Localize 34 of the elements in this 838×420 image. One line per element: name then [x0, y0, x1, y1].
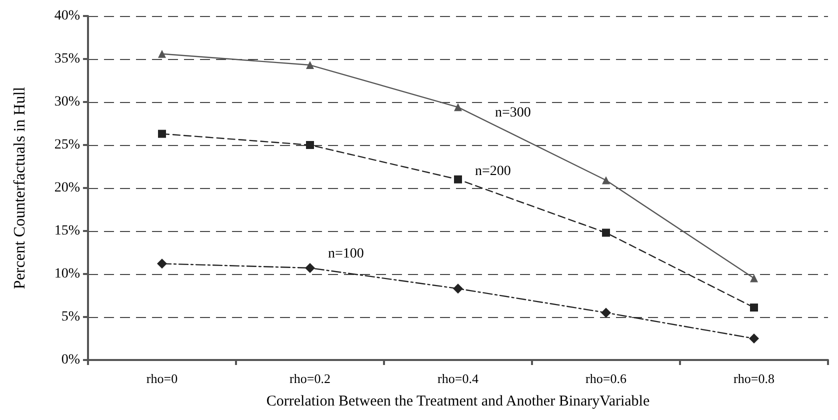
point: [602, 176, 610, 184]
y-tick-label: 15%: [54, 224, 80, 238]
y-axis-title: Percent Counterfactuals in Hull: [12, 86, 28, 290]
point: [453, 284, 463, 294]
y-tick-label: 0%: [61, 352, 80, 368]
x-tick-label: rho=0.2: [290, 371, 330, 386]
x-tick-label: rho=0.8: [734, 371, 774, 386]
point: [454, 103, 462, 112]
y-tick-label: 35%: [54, 52, 80, 66]
y-tick-label: 10%: [54, 266, 80, 282]
x-axis-title: Correlation Between the Treatment and Another BinaryVariable: [266, 394, 650, 410]
y-tick-label: 25%: [54, 138, 80, 152]
point: [158, 130, 166, 138]
series-label: n=100: [328, 246, 364, 262]
point: [454, 175, 462, 184]
series-label: n=300: [495, 106, 531, 121]
point: [750, 274, 758, 282]
point: [750, 304, 758, 312]
point: [305, 262, 315, 273]
y-tick-label: 5%: [61, 310, 80, 324]
x-tick-label: rho=0.4: [438, 371, 479, 386]
point: [749, 334, 759, 344]
point: [157, 258, 167, 269]
point: [158, 50, 166, 58]
point: [306, 61, 314, 70]
point: [306, 141, 314, 149]
y-tick-label: 40%: [54, 8, 80, 24]
x-tick-label: rho=0.6: [586, 371, 627, 386]
y-tick-label: 30%: [54, 94, 80, 110]
x-tick-label: rho=0: [146, 371, 178, 386]
y-tick-label: 20%: [54, 180, 80, 196]
point: [602, 228, 610, 237]
series-label: n=200: [475, 164, 511, 179]
point: [601, 308, 611, 318]
